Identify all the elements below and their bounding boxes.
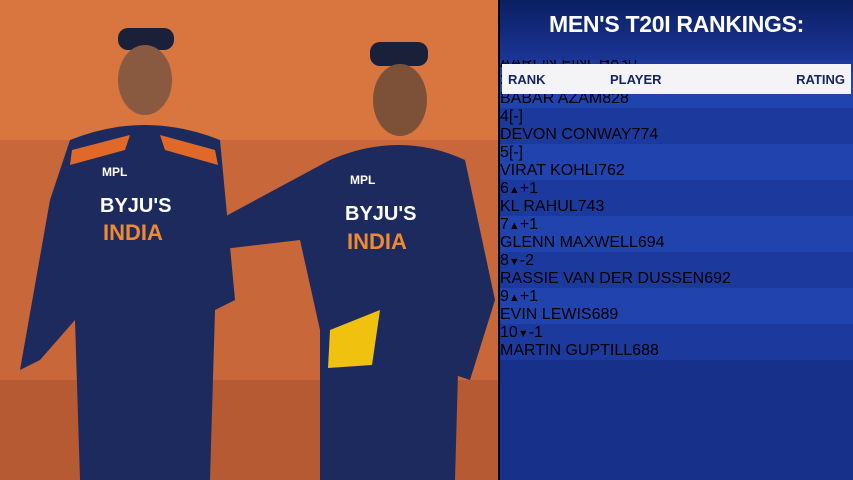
trend-arrow: ▲ [508, 184, 520, 196]
rank-change: -2 [519, 252, 535, 269]
column-header: RANK [508, 72, 546, 87]
trend-arrow: ▲ [508, 292, 520, 304]
trend-arrow: ▲ [508, 220, 520, 232]
rank: 9 [500, 288, 509, 305]
badge: MPL [350, 173, 375, 187]
cap [118, 28, 174, 50]
rating: 688 [632, 342, 659, 359]
rank-change: [-] [508, 144, 524, 161]
rank-change: +1 [519, 180, 539, 197]
column-header: PLAYER [610, 72, 662, 87]
rating: 692 [704, 270, 731, 287]
player-name: VIRAT KOHLI [500, 162, 599, 179]
rank: 8 [500, 252, 509, 269]
rank: 6 [500, 180, 509, 197]
rating: 689 [591, 306, 619, 323]
sponsor: BYJU'S [100, 195, 171, 217]
badge: MPL [102, 165, 127, 179]
table-row: 7▲+1 GLENN MAXWELL694 [500, 216, 853, 252]
rating: 762 [598, 162, 625, 179]
player-left [20, 28, 235, 480]
player-right [200, 42, 495, 480]
column-header: RATING [796, 72, 845, 87]
title: MEN'S T20I RANKINGS: BATTING [500, 0, 853, 85]
jersey [200, 145, 495, 480]
rank: 7 [500, 216, 509, 233]
player-name: EVIN LEWIS [500, 306, 592, 323]
player-name: MARTIN GUPTILL [500, 342, 633, 359]
rating: 743 [577, 198, 605, 215]
player-name: RASSIE VAN DER DUSSEN [500, 270, 705, 287]
rank: 4 [500, 108, 509, 125]
rating: 774 [631, 126, 659, 143]
player-name: DEVON CONWAY [500, 126, 632, 143]
sponsor: BYJU'S [345, 203, 416, 225]
table-row: 5[-] VIRAT KOHLI762 [500, 144, 853, 180]
player-name: BABAR AZAM [500, 90, 603, 107]
rankings-panel: MEN'S T20I RANKINGS: BATTING RANK PLAYER… [500, 0, 853, 480]
team: INDIA [103, 220, 163, 245]
rank-change: +1 [519, 288, 539, 305]
table-row: 8▼-2 RASSIE VAN DER DUSSEN692 [500, 252, 853, 288]
player-name: GLENN MAXWELL [500, 234, 638, 251]
table-row: 6▲+1 KL RAHUL743 [500, 180, 853, 216]
photo: MPL BYJU'S INDIA MPL BYJU'S INDIA [0, 0, 498, 480]
player-name: KL RAHUL [500, 198, 578, 215]
jersey-stripe [70, 135, 218, 165]
towel [328, 310, 380, 368]
rating: 828 [602, 90, 629, 107]
rating: 694 [637, 234, 665, 251]
rank: 10 [500, 324, 518, 341]
table-row: 4[-] DEVON CONWAY774 [500, 108, 853, 144]
rank-change: [-] [508, 108, 524, 125]
trend-arrow: ▼ [508, 256, 520, 268]
head [373, 64, 427, 136]
cap [370, 42, 428, 66]
rank: 5 [500, 144, 509, 161]
table-row: 9▲+1 EVIN LEWIS689 [500, 288, 853, 324]
stands-upper [0, 0, 498, 140]
team: INDIA [347, 229, 407, 254]
jersey [20, 125, 235, 480]
head [118, 45, 172, 115]
rank-change: +1 [519, 216, 539, 233]
trend-arrow: ▼ [517, 328, 529, 340]
table-row: 10▼-1 MARTIN GUPTILL688 [500, 324, 853, 360]
table-header: RANK PLAYER RATING [502, 64, 851, 94]
rank-change: -1 [528, 324, 543, 341]
